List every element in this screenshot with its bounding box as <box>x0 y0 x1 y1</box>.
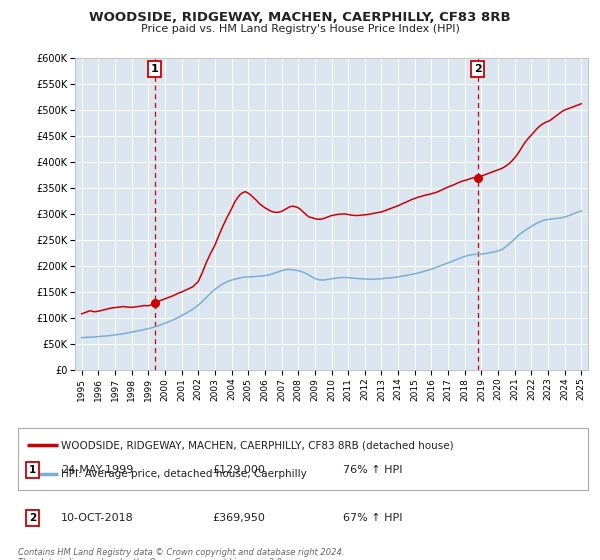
Text: 67% ↑ HPI: 67% ↑ HPI <box>343 513 403 523</box>
Text: 24-MAY-1999: 24-MAY-1999 <box>61 465 133 475</box>
Text: 10-OCT-2018: 10-OCT-2018 <box>61 513 133 523</box>
Text: Contains HM Land Registry data © Crown copyright and database right 2024.
This d: Contains HM Land Registry data © Crown c… <box>18 548 344 560</box>
Text: 2: 2 <box>29 513 36 523</box>
Text: 2: 2 <box>474 64 482 74</box>
Text: £129,000: £129,000 <box>212 465 265 475</box>
Text: WOODSIDE, RIDGEWAY, MACHEN, CAERPHILLY, CF83 8RB (detached house): WOODSIDE, RIDGEWAY, MACHEN, CAERPHILLY, … <box>61 440 454 450</box>
Text: £369,950: £369,950 <box>212 513 265 523</box>
Text: 1: 1 <box>29 465 36 475</box>
Text: 1: 1 <box>151 64 158 74</box>
Text: WOODSIDE, RIDGEWAY, MACHEN, CAERPHILLY, CF83 8RB: WOODSIDE, RIDGEWAY, MACHEN, CAERPHILLY, … <box>89 11 511 24</box>
Text: Price paid vs. HM Land Registry's House Price Index (HPI): Price paid vs. HM Land Registry's House … <box>140 24 460 34</box>
Text: HPI: Average price, detached house, Caerphilly: HPI: Average price, detached house, Caer… <box>61 469 307 479</box>
Text: 76% ↑ HPI: 76% ↑ HPI <box>343 465 403 475</box>
